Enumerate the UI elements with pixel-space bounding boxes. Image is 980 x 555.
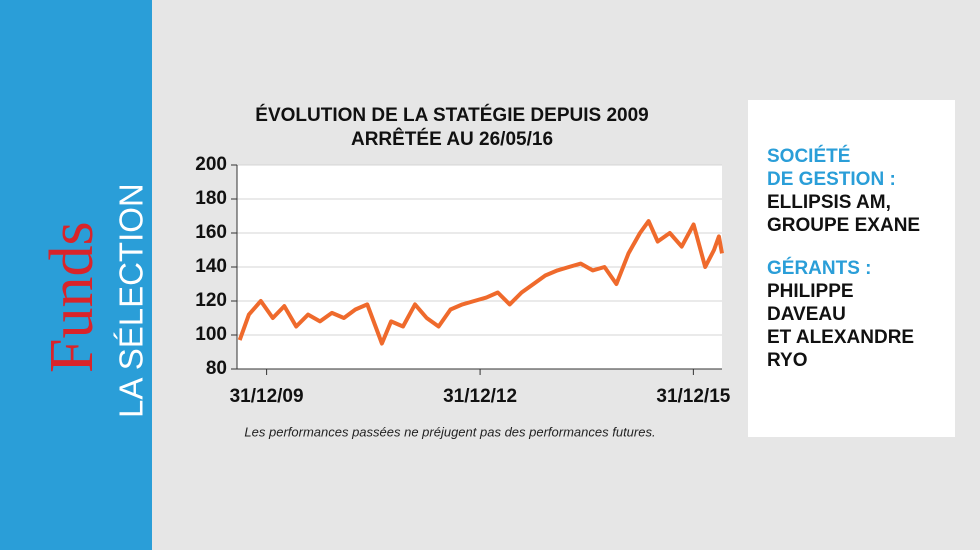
info-line: ET ALEXANDRE	[767, 327, 914, 348]
y-tick-label: 140	[195, 256, 227, 277]
chart-subtitle: ARRÊTÉE AU 26/05/16	[351, 128, 553, 150]
info-line: DAVEAU	[767, 304, 846, 325]
y-tick-label: 200	[195, 154, 227, 175]
info-heading: SOCIÉTÉ	[767, 145, 850, 167]
series-line	[237, 219, 724, 346]
chart-title: ÉVOLUTION DE LA STATÉGIE DEPUIS 2009	[255, 104, 648, 126]
info-line: GROUPE EXANE	[767, 215, 920, 236]
info-line: RYO	[767, 350, 807, 371]
y-tick-label: 100	[195, 324, 227, 345]
chart-note: Les performances passées ne préjugent pa…	[244, 424, 655, 439]
info-heading: DE GESTION :	[767, 169, 896, 190]
brand-bar	[0, 0, 152, 550]
y-tick-label: 180	[195, 188, 227, 209]
brand-name: Funds	[38, 221, 106, 373]
y-tick-label: 80	[206, 358, 227, 379]
x-tick-label: 31/12/09	[230, 386, 304, 407]
x-tick-label: 31/12/15	[656, 386, 730, 407]
info-line: ELLIPSIS AM,	[767, 192, 891, 213]
x-tick-label: 31/12/12	[443, 386, 517, 407]
brand-section: LA SÉLECTION	[113, 183, 150, 418]
y-tick-label: 160	[195, 222, 227, 243]
info-line: PHILIPPE	[767, 281, 854, 302]
info-box	[748, 100, 955, 437]
y-tick-label: 120	[195, 290, 227, 311]
info-heading: GÉRANTS :	[767, 257, 872, 279]
